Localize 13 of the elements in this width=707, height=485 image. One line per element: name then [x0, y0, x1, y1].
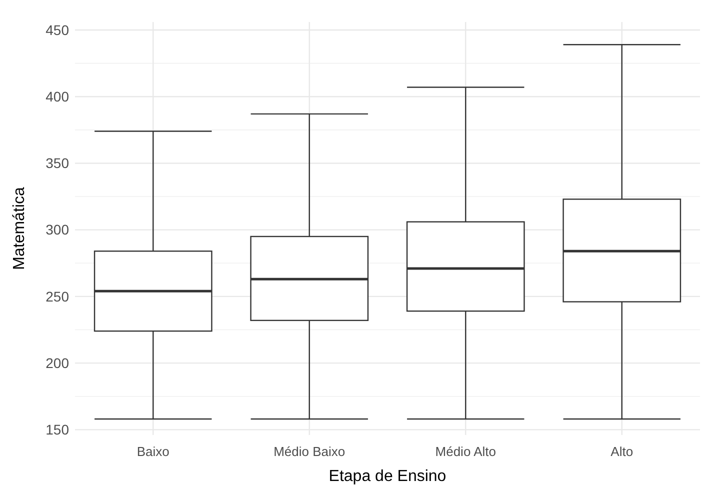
x-tick-label: Médio Baixo: [274, 444, 346, 459]
y-tick-label: 400: [46, 88, 70, 105]
y-tick-label: 200: [46, 354, 70, 371]
x-tick-label: Médio Alto: [435, 444, 496, 459]
x-tick-label: Alto: [610, 444, 634, 459]
y-tick-label: 450: [46, 22, 70, 38]
x-axis-title: Etapa de Ensino: [328, 468, 446, 485]
x-tick-label: Baixo: [136, 444, 170, 459]
y-tick-label: 150: [46, 422, 70, 438]
y-axis-title: Matemática: [11, 187, 28, 270]
y-tick-label: 350: [46, 155, 70, 172]
y-tick-label: 250: [46, 288, 70, 304]
y-tick-label: 300: [46, 222, 70, 238]
